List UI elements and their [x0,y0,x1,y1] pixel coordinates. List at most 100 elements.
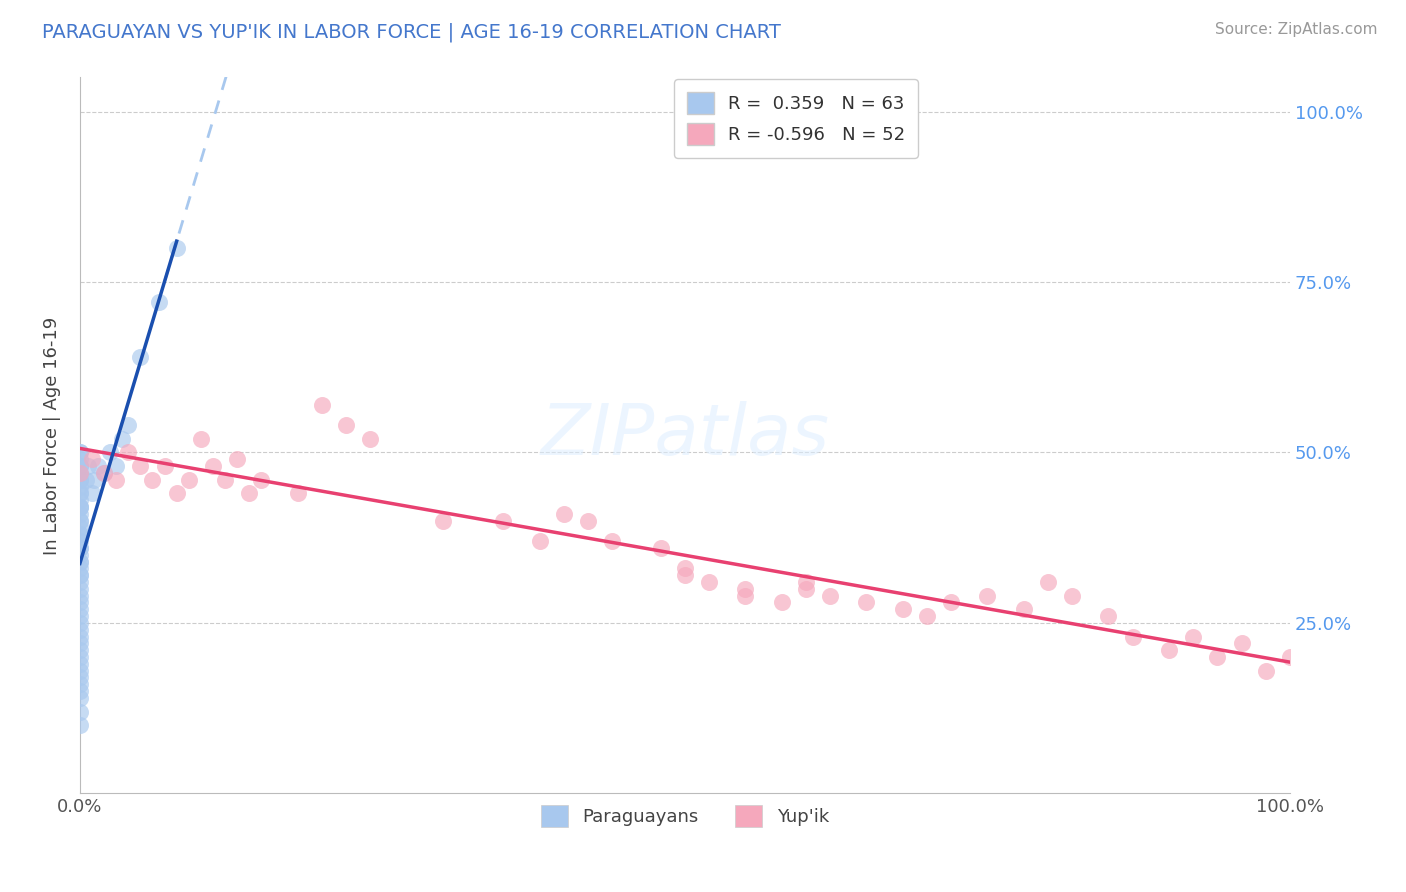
Point [69,507,91,521]
Point [105,459,128,474]
Point [80,452,103,467]
Point [855,595,877,609]
Point [553,507,575,521]
Point [794,574,817,589]
Legend: Paraguayans, Yup'ik: Paraguayans, Yup'ik [534,798,837,834]
Point [69,718,91,732]
Point [69,670,91,684]
Point [1122,630,1144,644]
Point [69,473,91,487]
Point [976,589,998,603]
Point [1230,636,1253,650]
Point [69,690,91,705]
Point [69,473,91,487]
Point [80,486,103,500]
Point [69,534,91,549]
Point [941,595,963,609]
Point [129,459,152,474]
Point [177,473,200,487]
Point [69,466,91,480]
Point [69,595,91,609]
Point [602,534,624,549]
Point [1279,650,1302,665]
Point [69,684,91,698]
Point [69,520,91,534]
Point [77,459,100,474]
Point [148,295,170,310]
Point [311,398,333,412]
Point [69,677,91,691]
Point [69,514,91,528]
Point [93,466,115,480]
Point [69,527,91,541]
Point [69,541,91,555]
Point [69,643,91,657]
Point [69,445,91,459]
Point [650,541,672,555]
Point [576,514,599,528]
Point [69,500,91,514]
Point [287,486,309,500]
Point [69,650,91,665]
Point [69,602,91,616]
Text: PARAGUAYAN VS YUP'IK IN LABOR FORCE | AGE 16-19 CORRELATION CHART: PARAGUAYAN VS YUP'IK IN LABOR FORCE | AG… [42,22,782,42]
Point [75,473,97,487]
Point [1254,664,1277,678]
Point [69,657,91,671]
Point [69,479,91,493]
Point [69,561,91,575]
Point [1206,650,1229,665]
Point [915,609,938,624]
Point [69,574,91,589]
Text: Source: ZipAtlas.com: Source: ZipAtlas.com [1215,22,1378,37]
Point [69,664,91,678]
Point [105,473,128,487]
Point [69,459,91,474]
Point [69,466,91,480]
Point [69,459,91,474]
Point [734,589,756,603]
Point [69,609,91,624]
Point [69,452,91,467]
Point [69,568,91,582]
Point [1062,589,1084,603]
Point [111,432,134,446]
Point [166,241,188,255]
Point [69,555,91,569]
Point [98,445,121,459]
Point [69,589,91,603]
Point [166,486,188,500]
Point [1097,609,1119,624]
Point [69,514,91,528]
Point [1012,602,1035,616]
Point [335,418,357,433]
Point [87,459,110,474]
Point [69,623,91,637]
Point [69,493,91,508]
Point [69,705,91,719]
Point [1182,630,1205,644]
Point [69,568,91,582]
Point [69,486,91,500]
Point [190,432,212,446]
Point [891,602,914,616]
Point [117,418,139,433]
Point [69,500,91,514]
Point [69,615,91,630]
Point [201,459,224,474]
Point [794,582,817,596]
Point [818,589,841,603]
Point [1157,643,1180,657]
Point [697,574,720,589]
Point [69,636,91,650]
Point [69,500,91,514]
Text: ZIPatlas: ZIPatlas [540,401,830,470]
Point [83,473,105,487]
Point [673,561,696,575]
Point [770,595,793,609]
Point [673,568,696,582]
Point [359,432,381,446]
Point [734,582,756,596]
Point [432,514,454,528]
Point [69,630,91,644]
